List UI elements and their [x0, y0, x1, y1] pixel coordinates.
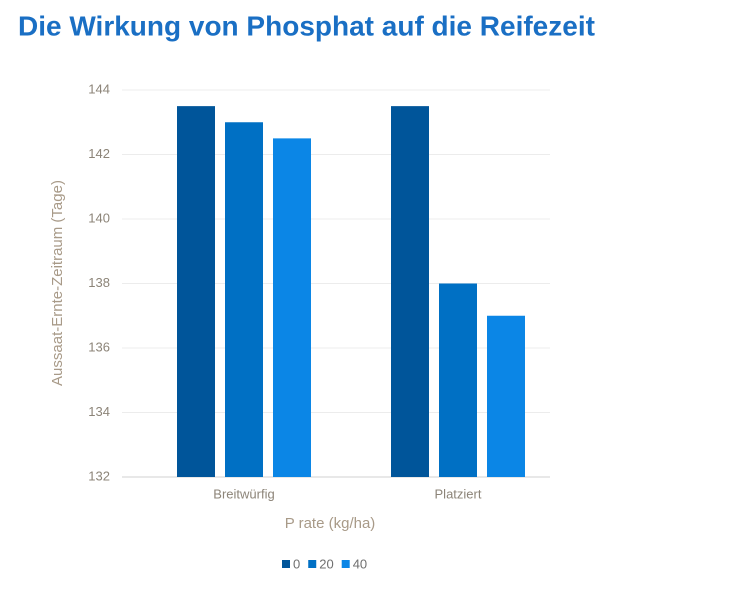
- legend-swatch: [308, 560, 317, 568]
- legend-label: 20: [319, 556, 333, 571]
- legend-swatch: [341, 560, 350, 568]
- y-tick-label: 144: [88, 81, 110, 96]
- y-tick-label: 136: [88, 339, 110, 354]
- y-tick-label: 140: [88, 210, 110, 225]
- bar: [225, 122, 263, 477]
- bar: [273, 138, 311, 477]
- y-axis-title: Aussaat-Ernte-Zeitraum (Tage): [49, 180, 66, 386]
- bar: [391, 106, 429, 477]
- x-tick-label: Breitwürfig: [213, 486, 274, 501]
- x-axis-title: P rate (kg/ha): [285, 515, 376, 532]
- y-tick-label: 142: [88, 146, 110, 161]
- legend-swatch: [282, 560, 290, 568]
- legend-label: 40: [353, 556, 367, 571]
- y-tick-label: 138: [88, 275, 110, 290]
- x-tick-label: Platziert: [435, 486, 482, 501]
- chart-title: Die Wirkung von Phosphat auf die Reifeze…: [18, 10, 595, 41]
- y-tick-label: 132: [88, 468, 110, 483]
- bar: [487, 315, 525, 477]
- legend-label: 0: [293, 556, 300, 571]
- bar: [439, 283, 477, 477]
- y-tick-label: 134: [88, 404, 110, 419]
- bar: [177, 106, 215, 477]
